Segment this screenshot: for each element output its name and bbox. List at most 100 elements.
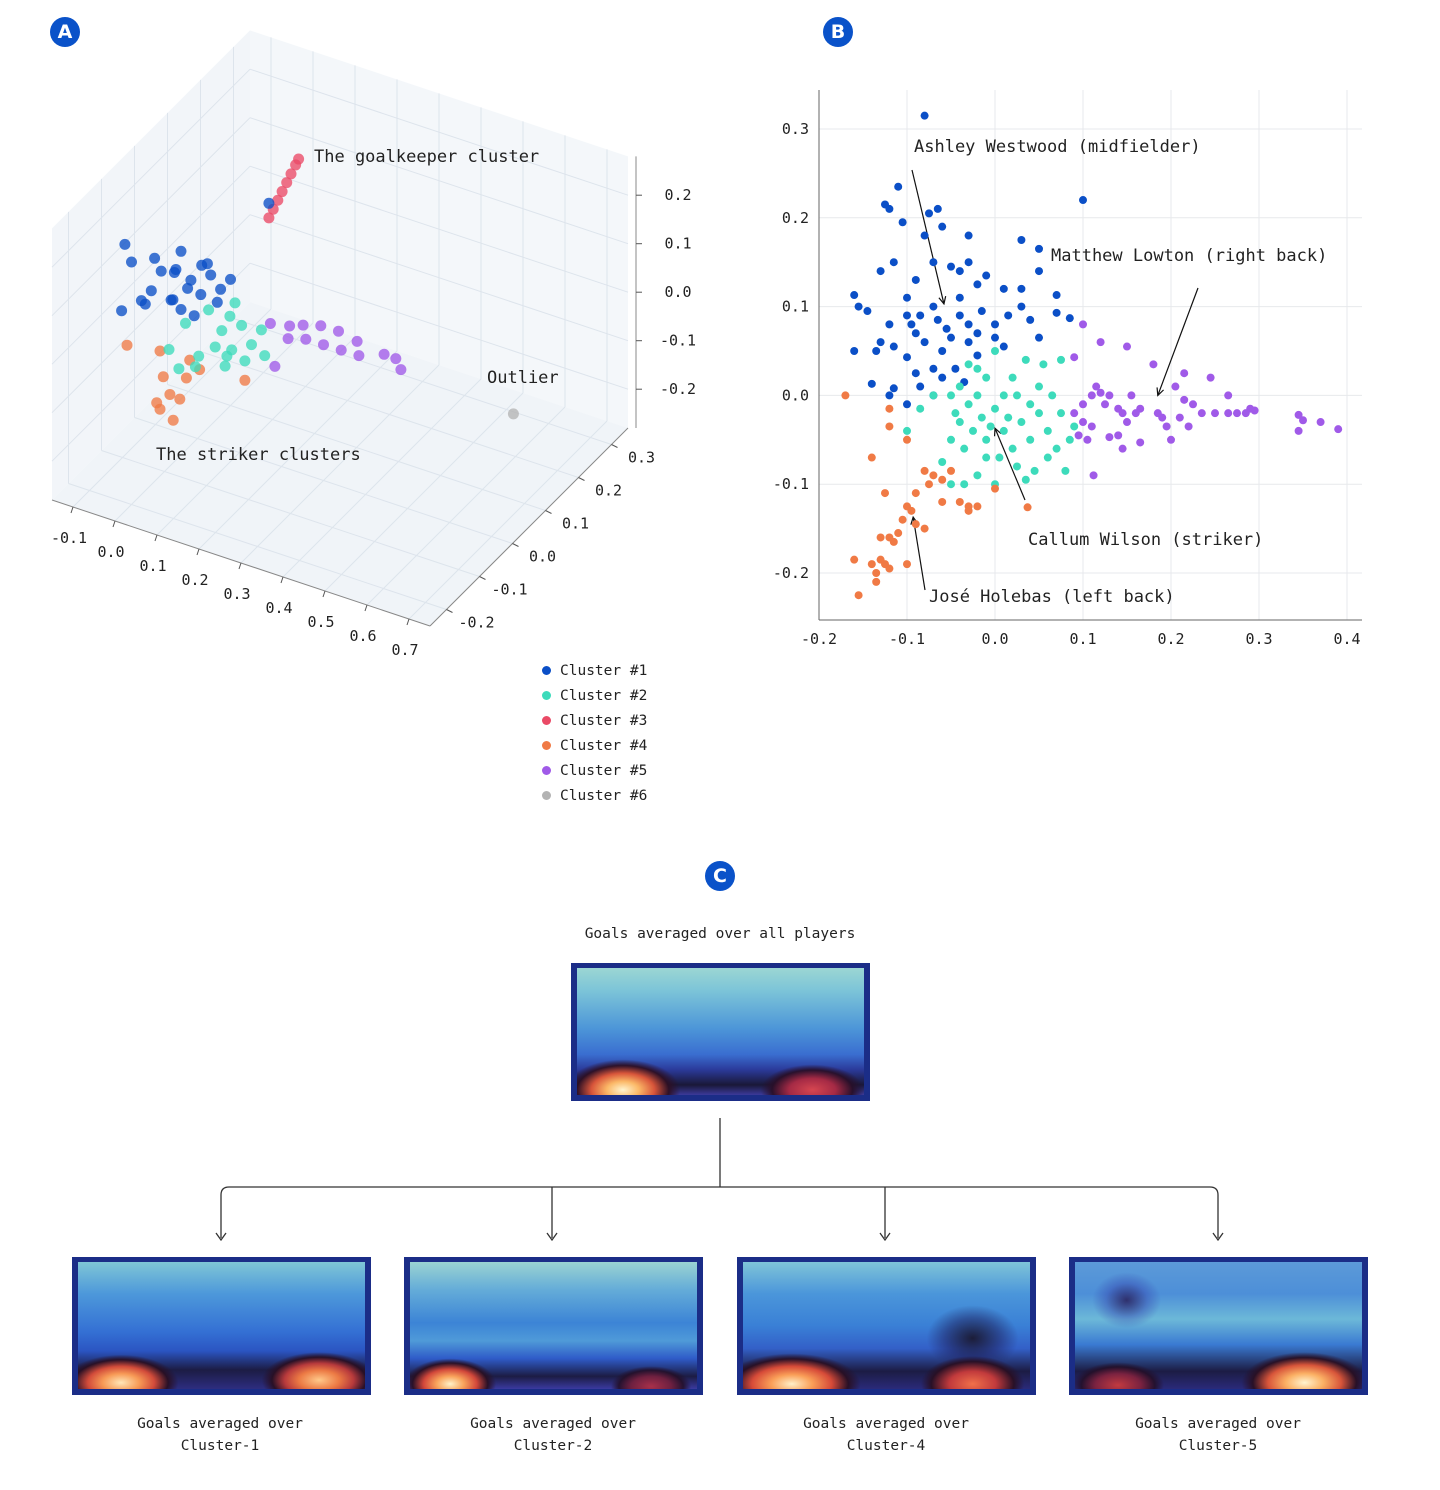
data-point-cluster-5 (1074, 431, 1083, 440)
connector-drop (551, 1187, 886, 1238)
annotation-arrow (994, 428, 1026, 501)
data-point-cluster-4 (938, 497, 947, 506)
data-point-cluster-5 (269, 360, 281, 372)
data-point-cluster-1 (1052, 291, 1061, 300)
data-point-cluster-5 (1089, 471, 1098, 480)
y-tick-label: -0.2 (458, 614, 494, 632)
data-point-cluster-2 (969, 426, 977, 435)
legend-marker (542, 716, 551, 725)
data-point-cluster-2 (203, 304, 215, 316)
data-point-cluster-5 (1127, 391, 1136, 400)
y-tick (512, 543, 519, 547)
data-point-cluster-3 (263, 212, 275, 224)
data-point-cluster-1 (850, 291, 859, 300)
panel-badge-b: B (823, 17, 853, 47)
data-point-cluster-5 (1211, 409, 1219, 418)
scatter-figure: -0.10.00.10.20.30.40.50.60.7-0.2-0.10.00… (51, 30, 1362, 659)
data-point-cluster-4 (889, 537, 898, 546)
data-point-cluster-1 (145, 285, 157, 297)
z-tick-label: 0.2 (664, 186, 691, 204)
legend-marker (542, 666, 551, 675)
data-point-cluster-4 (911, 489, 920, 498)
annotation-player-2: Matthew Lowton (right back) (1051, 246, 1327, 266)
data-point-cluster-2 (1017, 418, 1026, 427)
data-point-cluster-2 (239, 355, 251, 367)
grid-line (366, 406, 566, 606)
z-tick-label: 0.0 (664, 283, 691, 301)
data-point-cluster-1 (947, 333, 955, 342)
data-point-cluster-5 (1316, 418, 1325, 427)
x-tick-label: -0.2 (801, 630, 837, 648)
data-point-cluster-1 (867, 379, 876, 388)
grid-line (51, 214, 251, 414)
grid-line (72, 308, 272, 508)
x-tick-label: 0.6 (349, 627, 376, 645)
data-point-cluster-4 (157, 371, 169, 383)
data-point-cluster-4 (174, 393, 186, 405)
data-point-cluster-1 (885, 204, 894, 213)
data-point-cluster-1 (196, 259, 208, 271)
data-point-cluster-4 (894, 529, 903, 538)
data-point-cluster-1 (225, 273, 236, 285)
data-point-cluster-1 (947, 262, 955, 271)
data-point-cluster-2 (903, 426, 911, 435)
data-point-cluster-3 (290, 159, 302, 171)
grid-line (249, 68, 629, 196)
data-point-cluster-1 (195, 289, 207, 301)
data-point-cluster-5 (1294, 426, 1303, 435)
grid-line (249, 262, 629, 390)
data-point-cluster-5 (378, 348, 390, 360)
connector-branch (220, 1186, 1219, 1238)
data-point-cluster-2 (1035, 409, 1043, 418)
data-point-cluster-1 (167, 294, 179, 306)
data-point-cluster-1 (955, 267, 964, 276)
data-point-cluster-2 (916, 404, 925, 413)
data-point-cluster-5 (1079, 400, 1087, 409)
data-point-cluster-5 (1096, 338, 1105, 347)
data-point-cluster-4 (867, 560, 876, 569)
data-point-cluster-5 (1136, 438, 1145, 447)
y-tick (446, 609, 453, 613)
data-point-cluster-1 (1017, 236, 1026, 244)
data-point-cluster-2 (1013, 462, 1021, 471)
data-point-cluster-1 (973, 351, 982, 360)
data-point-cluster-5 (335, 344, 347, 356)
data-point-cluster-5 (1105, 391, 1114, 400)
legend-item-cluster-1: Cluster #1 (542, 658, 647, 683)
data-point-cluster-2 (1035, 382, 1043, 391)
data-point-cluster-2 (999, 426, 1008, 435)
data-point-cluster-1 (938, 347, 947, 355)
heatmap-cluster-1 (72, 1257, 371, 1395)
data-point-cluster-5 (1087, 391, 1096, 400)
data-point-cluster-5 (1224, 409, 1233, 418)
data-point-cluster-2 (163, 344, 175, 355)
legend-marker (542, 691, 551, 700)
data-point-cluster-5 (282, 333, 294, 345)
data-point-cluster-5 (1299, 416, 1307, 425)
data-point-cluster-5 (1184, 422, 1193, 431)
grid-line (408, 420, 608, 620)
caption-line: Cluster-1 (180, 1438, 260, 1454)
data-point-cluster-5 (1197, 409, 1206, 418)
data-point-cluster-2 (982, 373, 991, 382)
data-point-cluster-5 (1158, 413, 1167, 422)
legend-item-cluster-5: Cluster #5 (542, 758, 647, 783)
y-tick-label: 0.0 (782, 386, 809, 404)
panel-badge-c: C (705, 861, 735, 891)
data-point-cluster-2 (1008, 444, 1017, 453)
legend-marker (542, 791, 551, 800)
data-point-cluster-1 (933, 315, 942, 324)
data-point-cluster-1 (850, 347, 859, 355)
x-tick (322, 590, 326, 598)
data-point-cluster-1 (1017, 302, 1026, 311)
data-point-cluster-6 (507, 408, 519, 420)
data-point-cluster-5 (297, 319, 309, 331)
data-point-cluster-5 (264, 318, 276, 329)
data-point-cluster-4 (903, 435, 911, 444)
grid-line (167, 384, 546, 511)
data-point-cluster-5 (1224, 391, 1233, 400)
data-point-cluster-1 (991, 333, 999, 342)
x-tick-label: 0.1 (1069, 630, 1096, 648)
data-point-cluster-2 (216, 325, 228, 337)
data-point-cluster-1 (964, 231, 973, 240)
